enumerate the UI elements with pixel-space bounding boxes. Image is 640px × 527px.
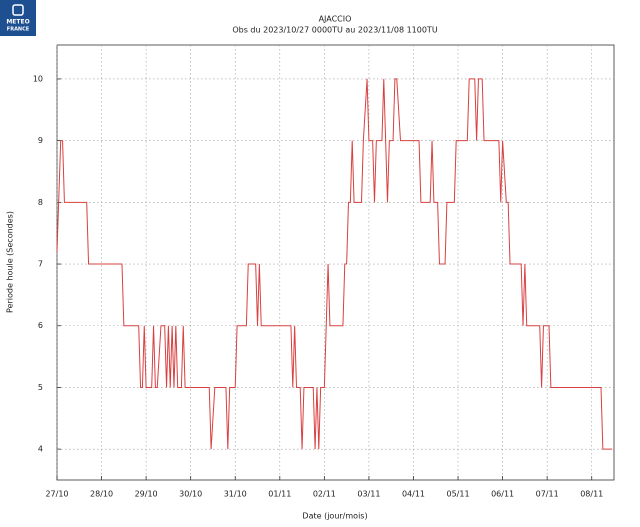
x-tick-label: 07/11: [536, 490, 559, 499]
chart-title: AJACCIO: [319, 15, 352, 24]
chart-subtitle: Obs du 2023/10/27 0000TU au 2023/11/08 1…: [232, 26, 437, 35]
logo-icon: [12, 4, 24, 16]
x-tick-label: 05/11: [447, 490, 470, 499]
x-tick-label: 08/11: [580, 490, 603, 499]
y-axis-label: Periode houle (Secondes): [6, 211, 15, 313]
x-tick-label: 30/10: [179, 490, 202, 499]
y-tick-label: 4: [38, 445, 43, 454]
plot-frame: [56, 44, 615, 481]
logo-text: FRANCE: [7, 27, 30, 33]
x-tick-label: 29/10: [135, 490, 158, 499]
x-tick-label: 31/10: [224, 490, 247, 499]
y-tick-label: 8: [38, 198, 43, 207]
y-tick-label: 9: [38, 136, 43, 145]
x-tick-label: 28/10: [90, 490, 113, 499]
y-tick-label: 6: [38, 321, 43, 330]
logo-box: [0, 0, 36, 36]
y-tick-label: 10: [33, 74, 43, 83]
x-tick-label: 06/11: [491, 490, 514, 499]
logo-text: METEO: [6, 19, 29, 26]
x-tick-label: 03/11: [357, 490, 380, 499]
x-tick-label: 02/11: [313, 490, 336, 499]
x-tick-label: 27/10: [45, 490, 68, 499]
y-tick-label: 5: [38, 383, 43, 392]
x-tick-label: 01/11: [268, 490, 291, 499]
x-tick-label: 04/11: [402, 490, 425, 499]
x-axis-label: Date (jour/mois): [302, 512, 367, 521]
y-tick-label: 7: [38, 260, 43, 269]
data-line: [56, 78, 613, 450]
